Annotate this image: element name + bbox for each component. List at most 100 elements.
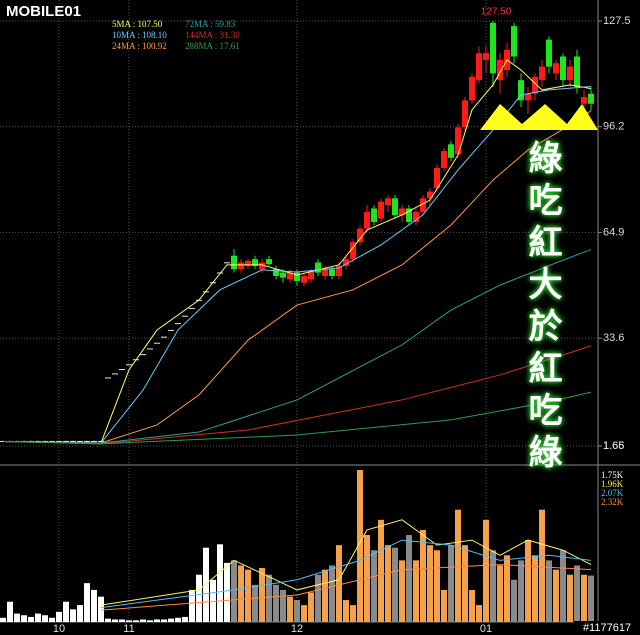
legend-entry: 10MA : 108.10 bbox=[112, 30, 167, 40]
volume-bar bbox=[168, 618, 174, 622]
candle-body bbox=[483, 53, 489, 60]
volume-bar bbox=[217, 544, 223, 622]
volume-bar bbox=[49, 617, 55, 622]
volume-bar bbox=[420, 529, 426, 622]
volume-bar bbox=[301, 605, 307, 622]
candle-body bbox=[497, 59, 503, 81]
candle-body bbox=[154, 342, 160, 344]
candle-body bbox=[511, 26, 517, 57]
candle-body bbox=[399, 208, 405, 216]
volume-bar bbox=[84, 583, 90, 622]
legend-entry: 288MA : 17.61 bbox=[185, 41, 240, 51]
volume-bar bbox=[98, 596, 104, 622]
candle-body bbox=[280, 272, 286, 278]
volume-bar bbox=[441, 589, 447, 622]
legend-entry: 72MA : 59.83 bbox=[185, 19, 236, 29]
volume-bar bbox=[0, 617, 6, 622]
candle-body bbox=[266, 259, 272, 265]
candle-body bbox=[322, 269, 328, 276]
volume-bar bbox=[588, 575, 594, 622]
volume-bar bbox=[14, 613, 20, 622]
candle-body bbox=[231, 255, 237, 270]
volume-bar bbox=[70, 609, 76, 622]
volume-bar bbox=[161, 619, 167, 622]
volume-bar bbox=[497, 565, 503, 622]
volume-bar bbox=[574, 565, 580, 622]
volume-bar bbox=[140, 619, 146, 622]
ma-line bbox=[100, 564, 592, 611]
candle-body bbox=[175, 323, 181, 325]
candle-body bbox=[63, 440, 69, 442]
candle-body bbox=[91, 440, 97, 442]
watermark-bg bbox=[574, 621, 640, 635]
x-tick-label: 01 bbox=[480, 623, 492, 635]
x-tick-label: 11 bbox=[123, 623, 134, 635]
volume-bar bbox=[112, 619, 118, 622]
candle-body bbox=[238, 262, 244, 270]
volume-bar bbox=[133, 620, 139, 622]
volume-bar bbox=[399, 560, 405, 622]
volume-bar bbox=[28, 616, 34, 622]
volume-bar bbox=[252, 584, 258, 622]
volume-legend: 1.96K bbox=[601, 479, 624, 489]
candle-body bbox=[469, 76, 475, 101]
volume-bar bbox=[7, 601, 13, 622]
candle-body bbox=[182, 315, 188, 317]
volume-bar bbox=[448, 545, 454, 622]
marks bbox=[0, 21, 594, 622]
volume-bar bbox=[511, 579, 517, 622]
yellow-pattern bbox=[480, 104, 598, 130]
volume-bar bbox=[336, 545, 342, 622]
candle-body bbox=[518, 80, 524, 101]
y-tick-label: 127.5 bbox=[603, 15, 631, 27]
candle-body bbox=[49, 440, 55, 442]
candle-body bbox=[56, 440, 62, 442]
candle-body bbox=[77, 440, 83, 442]
ma-line bbox=[2, 110, 592, 444]
volume-bar bbox=[210, 579, 216, 622]
y-tick-label: 1.65 bbox=[603, 440, 624, 452]
candle-body bbox=[252, 259, 258, 266]
candle-body bbox=[490, 22, 496, 74]
ma-line bbox=[2, 86, 592, 444]
logo: MOBILE01 bbox=[6, 3, 81, 20]
candle-body bbox=[427, 191, 433, 199]
ma-line bbox=[2, 391, 592, 445]
candle-body bbox=[476, 53, 482, 81]
volume-bar bbox=[154, 619, 160, 622]
candle-body bbox=[581, 97, 587, 104]
volume-bar bbox=[483, 519, 489, 622]
candle-body bbox=[315, 262, 321, 273]
slogan: 綠吃紅大於紅吃綠 bbox=[523, 140, 562, 476]
candle-body bbox=[189, 307, 195, 309]
volume-bar bbox=[56, 611, 62, 622]
volume-bar bbox=[63, 601, 69, 622]
volume-bar bbox=[224, 562, 230, 622]
ma-line bbox=[2, 59, 592, 444]
candle-body bbox=[357, 228, 363, 243]
candle-body bbox=[413, 211, 419, 222]
volume-bar bbox=[385, 545, 391, 622]
volume-bar bbox=[532, 555, 538, 622]
volume-bar bbox=[42, 615, 48, 622]
candle-body bbox=[378, 201, 384, 219]
candle-body bbox=[147, 348, 153, 350]
candle-body bbox=[224, 262, 230, 264]
volume-bar bbox=[196, 574, 202, 622]
candle-body bbox=[98, 440, 104, 442]
candle-body bbox=[301, 275, 307, 283]
volume-bar bbox=[469, 589, 475, 622]
candle-body bbox=[294, 272, 300, 282]
candle-body bbox=[84, 440, 90, 442]
volume-bar bbox=[462, 545, 468, 622]
candle-body bbox=[434, 167, 440, 189]
volume-bar bbox=[35, 613, 41, 622]
candle-body bbox=[371, 208, 377, 222]
volume-bar bbox=[245, 569, 251, 622]
volume-bar bbox=[273, 584, 279, 622]
volume-bar bbox=[357, 470, 363, 622]
volume-bar bbox=[371, 550, 377, 622]
candle-body bbox=[441, 151, 447, 168]
candle-body bbox=[259, 262, 265, 270]
y-tick-label: 96.2 bbox=[603, 121, 624, 133]
